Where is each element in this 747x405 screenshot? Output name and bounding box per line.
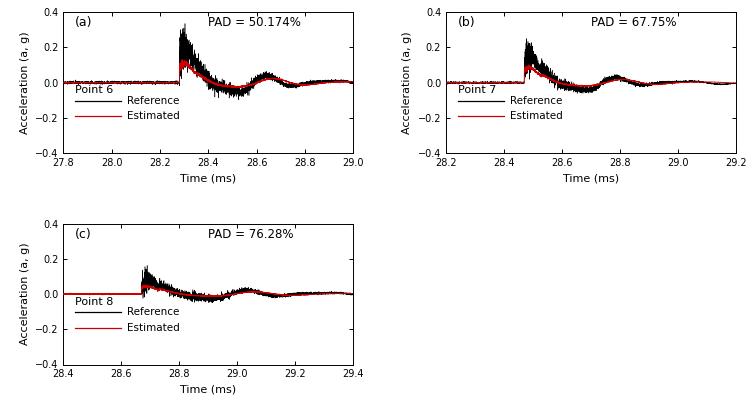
- Text: Point 6: Point 6: [75, 85, 114, 96]
- Text: PAD = 67.75%: PAD = 67.75%: [591, 16, 676, 30]
- Text: Estimated: Estimated: [127, 111, 180, 122]
- Text: (a): (a): [75, 16, 93, 30]
- Text: Reference: Reference: [127, 96, 179, 106]
- X-axis label: Time (ms): Time (ms): [562, 173, 619, 183]
- Text: Estimated: Estimated: [127, 323, 180, 333]
- Text: Point 8: Point 8: [75, 297, 114, 307]
- X-axis label: Time (ms): Time (ms): [180, 385, 237, 395]
- Text: Reference: Reference: [509, 96, 562, 106]
- Text: (b): (b): [458, 16, 475, 30]
- Text: Estimated: Estimated: [509, 111, 562, 122]
- Text: (c): (c): [75, 228, 92, 241]
- Y-axis label: Acceleration (a, g): Acceleration (a, g): [19, 31, 30, 134]
- Y-axis label: Acceleration (a, g): Acceleration (a, g): [19, 243, 30, 345]
- Text: PAD = 50.174%: PAD = 50.174%: [208, 16, 301, 30]
- Text: Reference: Reference: [127, 307, 179, 318]
- Y-axis label: Acceleration (a, g): Acceleration (a, g): [402, 31, 412, 134]
- Text: Point 7: Point 7: [458, 85, 496, 96]
- X-axis label: Time (ms): Time (ms): [180, 173, 237, 183]
- Text: PAD = 76.28%: PAD = 76.28%: [208, 228, 294, 241]
